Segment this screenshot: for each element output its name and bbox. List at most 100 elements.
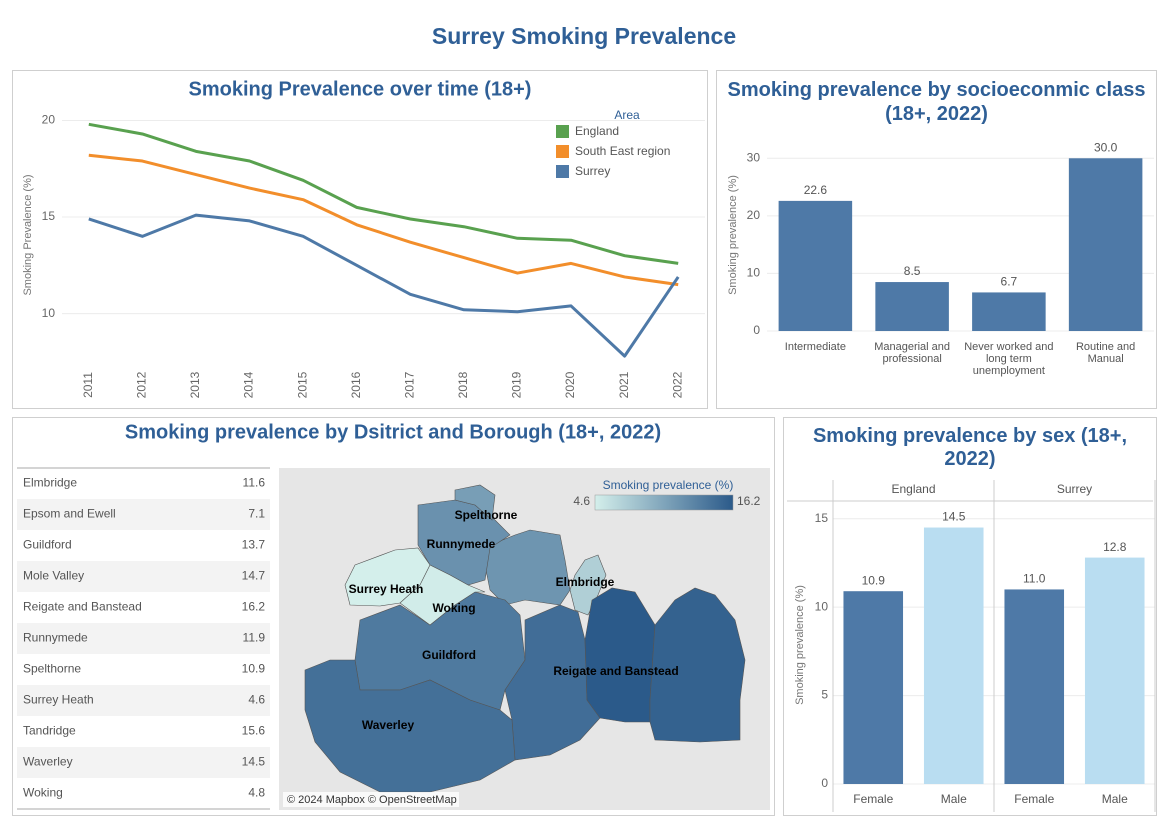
legend-swatch xyxy=(556,165,569,178)
table-row-bg xyxy=(17,499,270,530)
chart-title: Smoking prevalence by Dsitrict and Borou… xyxy=(125,421,661,443)
y-tick-label: 0 xyxy=(753,323,760,337)
y-tick-label: 10 xyxy=(42,306,56,320)
legend-min: 4.6 xyxy=(573,494,590,508)
legend-swatch xyxy=(556,145,569,158)
bar xyxy=(972,292,1046,331)
chart-title: Smoking prevalence by socioeconmic class… xyxy=(727,79,1146,125)
legend-max: 16.2 xyxy=(737,494,761,508)
district-name: Waverley xyxy=(23,755,73,769)
district-area xyxy=(584,587,656,723)
x-tick-label: Routine and Manual xyxy=(1075,341,1136,365)
panel xyxy=(783,417,1157,816)
x-tick-label: Never worked and long term unemployment xyxy=(964,341,1054,377)
value-label: 6.7 xyxy=(1001,275,1018,289)
district-map-label: Spelthorne xyxy=(455,508,518,522)
district-area xyxy=(649,587,746,743)
panel xyxy=(12,417,775,816)
x-tick-label: Intermediate xyxy=(784,341,846,353)
district-name: Spelthorne xyxy=(23,662,81,676)
y-axis-label: Smoking prevalence (%) xyxy=(727,175,739,295)
bar xyxy=(1004,589,1065,784)
x-tick-label: 2022 xyxy=(670,371,684,398)
x-tick-label-box: Never worked and long term unemployment xyxy=(964,341,1054,377)
district-name: Woking xyxy=(23,786,63,800)
x-tick-label: 2017 xyxy=(402,371,416,398)
facet-label: Surrey xyxy=(1057,482,1092,496)
value-label: 10.9 xyxy=(862,573,886,587)
table-row-bg xyxy=(17,685,270,716)
district-name: Reigate and Banstead xyxy=(23,600,142,614)
map-attribution: © 2024 Mapbox © OpenStreetMap xyxy=(287,794,457,806)
x-tick-label: 2014 xyxy=(242,371,256,398)
district-value: 11.6 xyxy=(243,476,266,490)
district-value: 7.1 xyxy=(248,507,265,521)
district-map-label: Guildford xyxy=(422,648,476,662)
legend-label: Surrey xyxy=(575,164,610,178)
y-axis-label: Smoking prevalence (%) xyxy=(794,585,806,705)
bar xyxy=(843,591,904,784)
district-area xyxy=(569,554,607,616)
value-label: 12.8 xyxy=(1103,540,1127,554)
district-name: Epsom and Ewell xyxy=(23,507,116,521)
y-tick-label: 20 xyxy=(42,113,56,127)
district-value: 13.7 xyxy=(242,538,266,552)
chart-title-box: Smoking prevalence by sex (18+, 2022) xyxy=(812,425,1128,470)
x-tick-label: 2012 xyxy=(135,371,149,398)
district-map-label: Elmbridge xyxy=(556,575,615,589)
y-axis-label: Smoking Prevalence (%) xyxy=(22,174,34,295)
attribution-bg xyxy=(283,792,459,807)
district-value: 10.9 xyxy=(242,662,266,676)
value-label: 14.5 xyxy=(942,510,966,524)
bar xyxy=(1084,557,1145,784)
y-tick-label: 5 xyxy=(821,688,828,702)
y-tick-label: 15 xyxy=(42,209,56,223)
table-row-bg xyxy=(17,747,270,778)
district-area xyxy=(399,564,486,626)
district-value: 11.9 xyxy=(243,631,266,645)
chart-title: Smoking Prevalence over time (18+) xyxy=(189,78,532,100)
x-tick-label: Female xyxy=(1014,792,1054,806)
district-value: 4.6 xyxy=(248,693,265,707)
district-name: Runnymede xyxy=(23,631,88,645)
x-tick-label: 2018 xyxy=(456,371,470,398)
bar xyxy=(875,282,949,331)
x-tick-label-box: Routine and Manual xyxy=(1075,341,1136,365)
value-label: 30.0 xyxy=(1094,140,1118,154)
x-tick-label: Male xyxy=(1102,792,1128,806)
district-area xyxy=(454,484,496,521)
legend-label: South East region xyxy=(575,144,670,158)
legend-label: England xyxy=(575,124,619,138)
bar xyxy=(1068,158,1143,331)
x-tick-label: 2020 xyxy=(563,371,577,398)
line-series xyxy=(88,213,680,358)
x-tick-label: 2016 xyxy=(349,371,363,398)
district-value: 14.7 xyxy=(242,569,266,583)
y-tick-label: 30 xyxy=(747,150,761,164)
y-tick-label: 0 xyxy=(821,776,828,790)
district-map-label: Waverley xyxy=(362,718,415,732)
x-tick-label: 2015 xyxy=(295,371,309,398)
district-area xyxy=(304,659,516,793)
y-tick-label: 10 xyxy=(747,266,761,280)
district-name: Surrey Heath xyxy=(23,693,94,707)
value-label: 11.0 xyxy=(1023,572,1046,586)
facet-label: England xyxy=(891,482,935,496)
chart-title: Smoking prevalence by sex (18+, 2022) xyxy=(812,425,1128,470)
table-row-bg xyxy=(17,623,270,654)
district-name: Tandridge xyxy=(23,724,76,738)
district-map-label: Runnymede xyxy=(427,537,496,551)
x-tick-label: 2021 xyxy=(617,371,631,398)
x-tick-label: 2011 xyxy=(81,372,95,398)
dashboard-title: Surrey Smoking Prevalence xyxy=(432,23,736,49)
line-series xyxy=(88,122,679,265)
chart-title-box: Smoking prevalence by socioeconmic class… xyxy=(727,79,1146,125)
value-label: 22.6 xyxy=(804,183,828,197)
district-map-label: Reigate and Banstead xyxy=(553,664,678,678)
district-name: Elmbridge xyxy=(23,476,77,490)
legend-swatch xyxy=(556,125,569,138)
bar xyxy=(778,200,853,331)
district-value: 15.6 xyxy=(242,724,266,738)
district-value: 16.2 xyxy=(242,600,266,614)
